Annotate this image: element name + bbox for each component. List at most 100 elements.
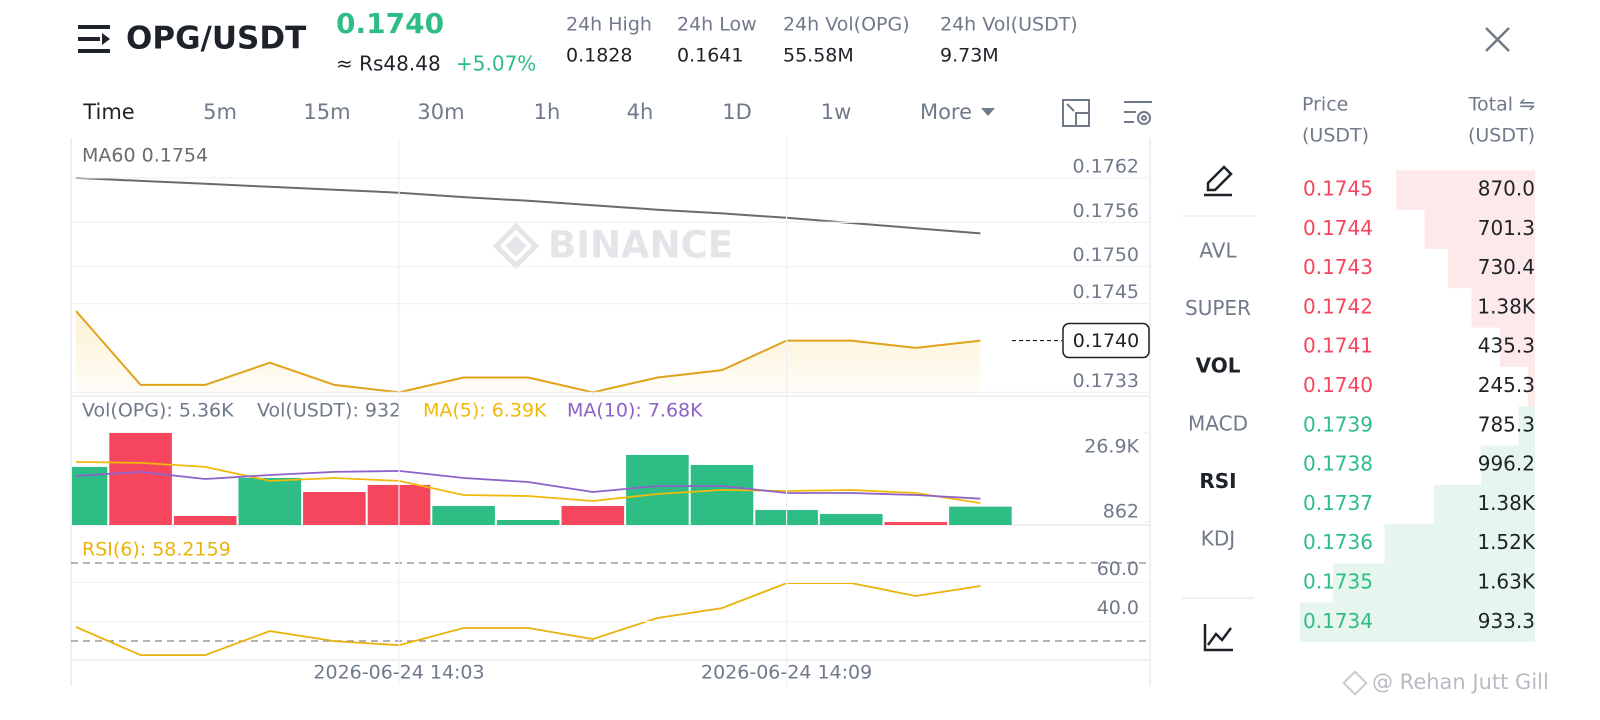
volume-bar: [173, 515, 237, 525]
indicator[interactable]: MACD: [1188, 411, 1248, 435]
y-tick-label: 26.9K: [1084, 435, 1139, 457]
volume-bar: [819, 513, 883, 525]
plot-area: [72, 176, 1012, 656]
depth-bar: [1300, 602, 1535, 642]
stat-label: 24h High: [566, 14, 652, 36]
ma-line: [75, 176, 981, 235]
volume-bar: [496, 520, 560, 525]
book-total: 933.3: [1478, 609, 1535, 633]
chart-type-icon[interactable]: [1203, 624, 1233, 652]
y-tick-label: 0.1762: [1073, 155, 1139, 177]
book-header: Total ⇋: [1468, 94, 1535, 116]
stat-label: 24h Low: [677, 14, 757, 36]
price: 0.1740: [336, 7, 444, 40]
book-price: 0.1737: [1303, 491, 1373, 515]
draw-tool-icon[interactable]: [1204, 165, 1233, 197]
stat-value: 55.58M: [783, 45, 854, 67]
last-price-label: 0.1740: [1073, 330, 1139, 352]
y-tick-label: 40.0: [1097, 597, 1139, 619]
volume-subtitle: Vol(USDT): 932: [257, 400, 401, 422]
book-price: 0.1739: [1303, 412, 1373, 436]
depth-bar: [1518, 406, 1535, 446]
local-price: ≈ Rs48.48: [336, 52, 441, 76]
stat-label: 24h Vol(OPG): [783, 14, 910, 36]
book-total: 1.38K: [1477, 491, 1536, 515]
volume-ma-line: [75, 461, 981, 504]
last-price-badge: [1062, 322, 1150, 359]
stats: 24h High 0.1828 24h Low 0.1641 24h Vol(OPG) 5…: [566, 14, 1078, 67]
y-tick-label: 0.1756: [1073, 200, 1139, 222]
depth-bar: [1527, 366, 1535, 407]
book-price: 0.1743: [1303, 255, 1373, 279]
book-price: 0.1744: [1303, 216, 1373, 240]
book-header: Price: [1302, 94, 1348, 116]
legend-label: MA60 0.1754: [82, 145, 208, 167]
stat-value: 9.73M: [940, 45, 999, 67]
change: +5.07%: [456, 52, 536, 76]
book-total: 996.2: [1478, 452, 1535, 476]
book-total: 435.3: [1478, 334, 1535, 358]
volume-bar: [109, 432, 172, 525]
volume-bar: [626, 454, 689, 525]
x-tick-label: 2026-06-24 14:09: [701, 662, 872, 684]
volume-ma-line: [75, 469, 981, 500]
indicator[interactable]: AVL: [1199, 239, 1237, 263]
timeframe-tab[interactable]: 5m: [203, 100, 237, 124]
settings-icon[interactable]: [1124, 101, 1152, 125]
timeframe-tab[interactable]: 1w: [821, 100, 852, 124]
book-price: 0.1735: [1303, 570, 1373, 594]
pair: OPG/USDT: [126, 21, 306, 57]
volume-bar: [690, 464, 754, 525]
stat-label: 24h Vol(USDT): [940, 14, 1078, 36]
charts: 0.1762 0.1756 0.1750 0.1745 0.1733 MA60 0.175…: [71, 138, 1150, 686]
book-price: 0.1736: [1303, 530, 1373, 554]
book-total: 701.3: [1478, 216, 1535, 240]
menu-icon[interactable]: [78, 25, 110, 53]
y-tick-label: 0.1733: [1073, 370, 1139, 392]
legend-label: RSI(6): 58.2159: [82, 539, 231, 561]
watermark: BINANCE: [492, 222, 733, 270]
price-line: [75, 310, 981, 394]
volume-bar: [432, 505, 495, 525]
stat-value: 0.1828: [566, 45, 632, 67]
credit-text: @ Rehan Jutt Gill: [1372, 670, 1549, 694]
timeframe-tab[interactable]: 1D: [722, 100, 752, 124]
order-book: Price (USDT) Total ⇋ (USDT) 0.1745 870.0 0.174…: [1300, 94, 1536, 642]
depth-bar: [1424, 209, 1535, 249]
book-header: (USDT): [1468, 125, 1535, 147]
indicator[interactable]: KDJ: [1201, 527, 1235, 551]
y-tick-label: 60.0: [1097, 558, 1139, 580]
book-total: 1.38K: [1477, 294, 1536, 318]
timeframe-tab[interactable]: 4h: [627, 100, 654, 124]
legend-label: MA(5): 6.39K: [423, 400, 547, 422]
timeframe-tab[interactable]: 30m: [417, 100, 464, 124]
timeframe-tab[interactable]: More: [920, 100, 972, 124]
depth-bar: [1499, 327, 1535, 367]
book-total: 245.3: [1478, 373, 1535, 397]
fullscreen-icon[interactable]: [1062, 99, 1090, 127]
depth-bar: [1384, 524, 1535, 564]
stat-value: 0.1641: [677, 45, 743, 67]
book-price: 0.1745: [1303, 177, 1373, 201]
timeframe-tab[interactable]: Time: [82, 100, 134, 124]
volume-bar: [949, 506, 1012, 525]
timeframe-tab[interactable]: 15m: [303, 100, 350, 124]
volume-bar: [561, 505, 625, 525]
depth-bar: [1332, 563, 1535, 603]
book-price: 0.1734: [1303, 609, 1373, 633]
book-price: 0.1742: [1303, 294, 1373, 318]
timeframe-tab[interactable]: 1h: [534, 100, 561, 124]
indicator[interactable]: SUPER: [1185, 296, 1251, 320]
book-total: 785.3: [1478, 412, 1535, 436]
y-tick-label: 0.1750: [1073, 244, 1139, 266]
book-price: 0.1738: [1303, 452, 1373, 476]
close-button[interactable]: [1485, 27, 1510, 52]
volume-title: Vol(OPG): 5.36K: [82, 400, 234, 422]
indicator[interactable]: RSI: [1199, 469, 1236, 493]
indicator[interactable]: VOL: [1196, 354, 1241, 378]
x-tick-label: 2026-06-24 14:03: [313, 662, 484, 684]
depth-bar: [1396, 170, 1535, 210]
book-total: 1.63K: [1477, 570, 1536, 594]
indicator-list: AVL SUPER VOL MACD RSI KDJ: [1185, 239, 1251, 551]
credit: @ Rehan Jutt Gill: [1342, 670, 1549, 696]
